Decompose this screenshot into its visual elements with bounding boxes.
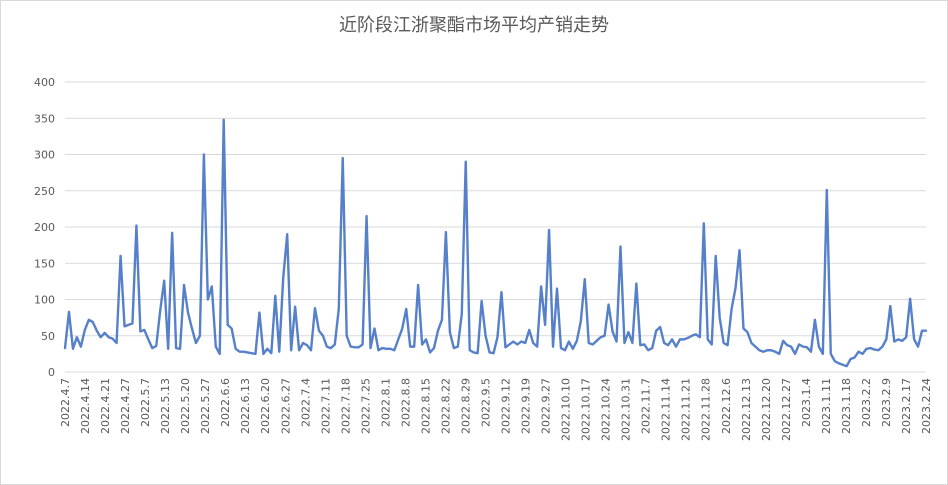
y-tick-label: 200	[34, 221, 55, 234]
x-tick-label: 2022.4.7	[59, 378, 72, 427]
x-tick-label: 2022.7.4	[299, 378, 312, 427]
y-tick-label: 400	[34, 76, 55, 89]
x-tick-label: 2022.5.27	[199, 378, 212, 434]
x-tick-label: 2023.2.17	[900, 378, 913, 434]
y-tick-label: 50	[41, 330, 55, 343]
x-tick-label: 2022.8.8	[399, 378, 412, 427]
x-tick-label: 2022.8.22	[439, 378, 452, 434]
x-tick-label: 2022.6.6	[219, 378, 232, 427]
y-tick-label: 100	[34, 294, 55, 307]
x-tick-label: 2023.2.9	[880, 378, 893, 427]
x-tick-label: 2023.2.2	[860, 378, 873, 427]
x-tick-label: 2022.5.7	[139, 378, 152, 427]
series-line	[63, 118, 928, 368]
x-tick-label: 2022.8.1	[379, 378, 392, 427]
series-layer	[63, 118, 928, 368]
x-tick-label: 2022.6.13	[239, 378, 252, 434]
x-tick-label: 2023.2.24	[920, 378, 933, 434]
x-tick-label: 2022.5.13	[159, 378, 172, 434]
x-tick-label: 2022.7.25	[359, 378, 372, 434]
x-tick-label: 2022.4.14	[79, 378, 92, 434]
x-tick-label: 2022.10.17	[580, 378, 593, 441]
x-tick-label: 2022.9.27	[540, 378, 553, 434]
y-tick-label: 300	[34, 149, 55, 162]
x-tick-label: 2022.12.13	[740, 378, 753, 441]
x-tick-label: 2022.9.12	[500, 378, 513, 434]
x-tick-label: 2022.8.15	[419, 378, 432, 434]
x-tick-label: 2022.7.11	[319, 378, 332, 434]
x-tick-label: 2022.9.5	[479, 378, 492, 427]
y-tick-label: 150	[34, 257, 55, 270]
x-tick-label: 2022.9.19	[520, 378, 533, 434]
chart-title: 近阶段江浙聚酯市场平均产销走势	[339, 15, 609, 36]
x-tick-label: 2022.5.20	[179, 378, 192, 434]
x-tick-label: 2022.7.18	[339, 378, 352, 434]
x-tick-label: 2023.1.4	[800, 378, 813, 427]
y-tick-label: 250	[34, 185, 55, 198]
x-tick-label: 2022.6.20	[259, 378, 272, 434]
x-tick-label: 2022.8.29	[459, 378, 472, 434]
y-axis-tick-labels: 0 50 100 150 200 250 300 350 400	[34, 76, 55, 379]
x-tick-label: 2022.12.6	[720, 378, 733, 434]
x-axis-tick-labels: 2022.4.7 2022.4.14 2022.4.21 2022.4.27 2022.…	[59, 378, 933, 441]
x-tick-label: 2022.11.21	[680, 378, 693, 441]
x-tick-label: 2022.11.28	[700, 378, 713, 441]
x-tick-label: 2023.1.11	[820, 378, 833, 434]
x-tick-label: 2022.4.27	[119, 378, 132, 434]
x-tick-label: 2022.10.10	[560, 378, 573, 441]
x-tick-label: 2022.12.20	[760, 378, 773, 441]
x-tick-label: 2022.12.27	[780, 378, 793, 441]
x-tick-label: 2022.10.24	[600, 378, 613, 441]
gridlines	[65, 81, 926, 373]
x-tick-label: 2022.6.27	[279, 378, 292, 434]
x-tick-label: 2022.4.21	[99, 378, 112, 434]
x-tick-label: 2022.11.7	[640, 378, 653, 434]
x-tick-label: 2023.1.18	[840, 378, 853, 434]
x-tick-label: 2022.10.31	[620, 378, 633, 441]
y-tick-label: 350	[34, 112, 55, 125]
x-tick-label: 2022.11.14	[660, 378, 673, 441]
y-tick-label: 0	[48, 366, 55, 379]
